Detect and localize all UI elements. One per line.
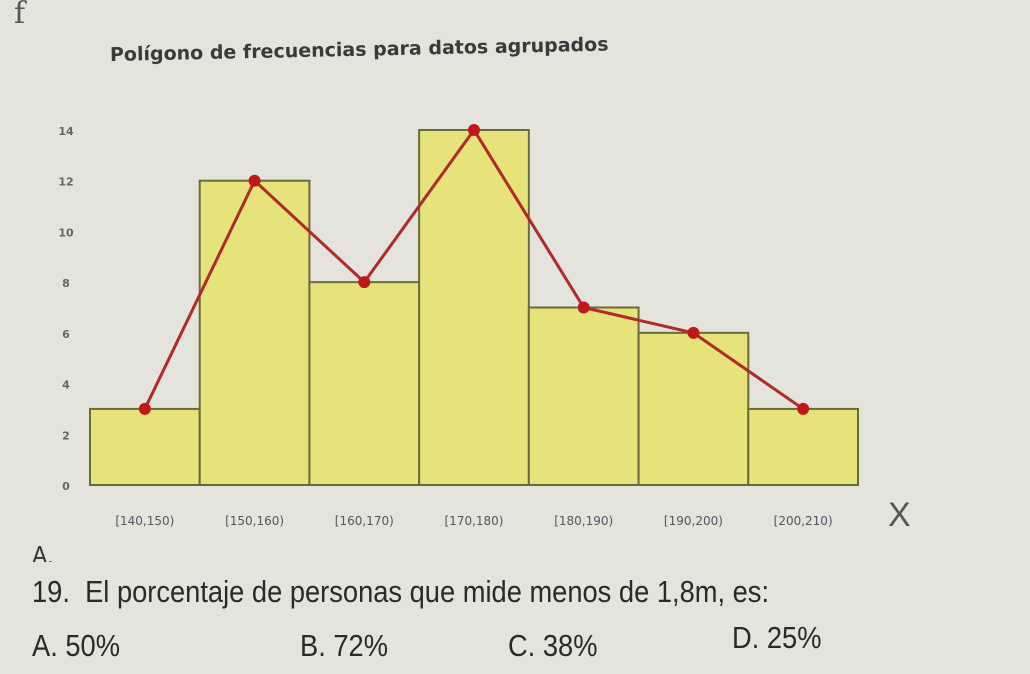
x-tick-label: [170,180) bbox=[445, 514, 504, 528]
option-b[interactable]: B. 72% bbox=[300, 628, 388, 663]
x-tick-label: [180,190) bbox=[554, 514, 613, 528]
histogram-bar bbox=[198, 179, 311, 486]
histogram-bar bbox=[308, 281, 421, 486]
polygon-point bbox=[138, 402, 151, 415]
y-tick-label: 0 bbox=[62, 480, 70, 493]
option-d[interactable]: D. 25% bbox=[732, 620, 822, 655]
polygon-point bbox=[577, 301, 590, 314]
question-number: 19. bbox=[32, 574, 70, 609]
y-axis-label: f bbox=[14, 0, 26, 31]
x-tick-label: [200,210) bbox=[774, 514, 833, 528]
polygon-point bbox=[468, 124, 480, 136]
y-tick-label: 14 bbox=[58, 125, 74, 138]
x-axis-label: X bbox=[888, 496, 911, 534]
histogram-bar bbox=[747, 407, 859, 486]
y-tick-label: 8 bbox=[62, 277, 70, 290]
histogram-bar bbox=[89, 407, 201, 486]
x-tick-label: [190,200) bbox=[664, 514, 723, 528]
x-tick-label: [150,160) bbox=[225, 514, 284, 528]
option-a[interactable]: A. 50% bbox=[32, 628, 120, 663]
cut-off-line: A. bbox=[32, 540, 54, 562]
y-tick-label: 10 bbox=[58, 226, 74, 239]
x-tick-label: [140,150) bbox=[115, 514, 174, 528]
y-tick-label: 2 bbox=[62, 429, 70, 442]
histogram-bar bbox=[527, 306, 640, 486]
question-19: 19. El porcentaje de personas que mide m… bbox=[32, 574, 769, 610]
histogram-bar bbox=[637, 331, 750, 486]
y-tick-label: 6 bbox=[62, 328, 70, 341]
question-text: El porcentaje de personas que mide menos… bbox=[85, 574, 770, 609]
y-tick-label: 12 bbox=[58, 176, 73, 189]
option-c[interactable]: C. 38% bbox=[508, 628, 598, 663]
polygon-point bbox=[358, 276, 371, 289]
polygon-point bbox=[687, 326, 700, 339]
y-tick-label: 4 bbox=[62, 379, 70, 392]
x-tick-label: [160,170) bbox=[335, 514, 394, 528]
frequency-chart: 0 2 4 6 8 10 12 14 [140,150) [150,160) [160,170) [1… bbox=[58, 124, 859, 528]
polygon-point bbox=[797, 402, 810, 415]
polygon-point bbox=[248, 174, 261, 187]
